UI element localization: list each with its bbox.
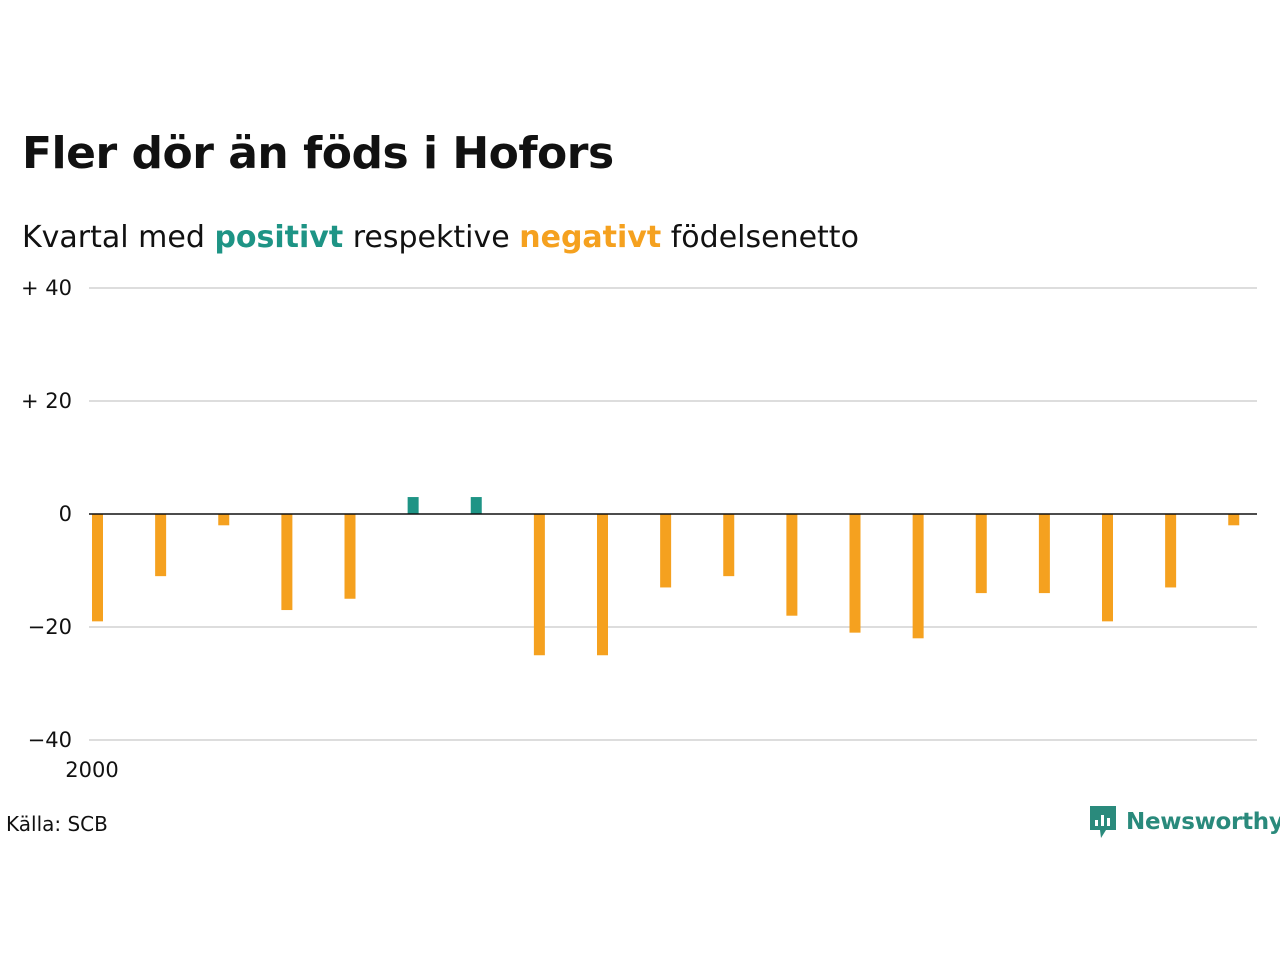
x-tick-label: 2000 xyxy=(65,758,118,782)
source-note: Källa: SCB xyxy=(6,812,108,836)
brand-name: Newsworthy xyxy=(1126,809,1280,835)
bar-positive xyxy=(470,497,482,514)
bar-negative xyxy=(344,514,356,599)
subtitle-suffix: födelsenetto xyxy=(670,220,859,255)
subtitle-negative-label: negativt xyxy=(519,220,662,255)
bar-negative xyxy=(660,514,672,588)
newsworthy-icon xyxy=(1090,806,1116,838)
bar-negative xyxy=(597,514,608,656)
bar-negative xyxy=(533,514,545,656)
y-tick-label: + 40 xyxy=(21,276,72,300)
chart-subtitle: Kvartal med positivt respektive negativt… xyxy=(22,220,859,255)
bar-negative xyxy=(155,514,167,577)
y-tick-label: −40 xyxy=(28,728,72,752)
subtitle-prefix: Kvartal med xyxy=(22,220,205,255)
bar-negative xyxy=(786,514,798,616)
chart-title: Fler dör än föds i Hofors xyxy=(22,128,614,179)
bar-negative xyxy=(912,514,924,639)
subtitle-positive-label: positivt xyxy=(214,220,344,255)
bar-negative xyxy=(1102,514,1113,622)
bar-negative xyxy=(975,514,987,594)
bar-negative xyxy=(1228,514,1240,526)
bar-positive xyxy=(407,497,419,514)
bar-negative xyxy=(849,514,861,633)
bar-negative xyxy=(281,514,293,611)
bar-negative xyxy=(218,514,230,526)
y-tick-label: + 20 xyxy=(21,389,72,413)
subtitle-middle: respektive xyxy=(352,220,510,255)
bar-negative xyxy=(1165,514,1177,588)
y-tick-label: 0 xyxy=(59,502,72,526)
bar-chart: + 40+ 200−20−4020002005201020152020 xyxy=(21,276,1257,782)
brand-logo: Newsworthy xyxy=(1088,804,1280,840)
bar-negative xyxy=(723,514,735,577)
y-tick-label: −20 xyxy=(28,615,72,639)
bar-negative xyxy=(92,514,103,622)
bar-negative xyxy=(1038,514,1050,594)
